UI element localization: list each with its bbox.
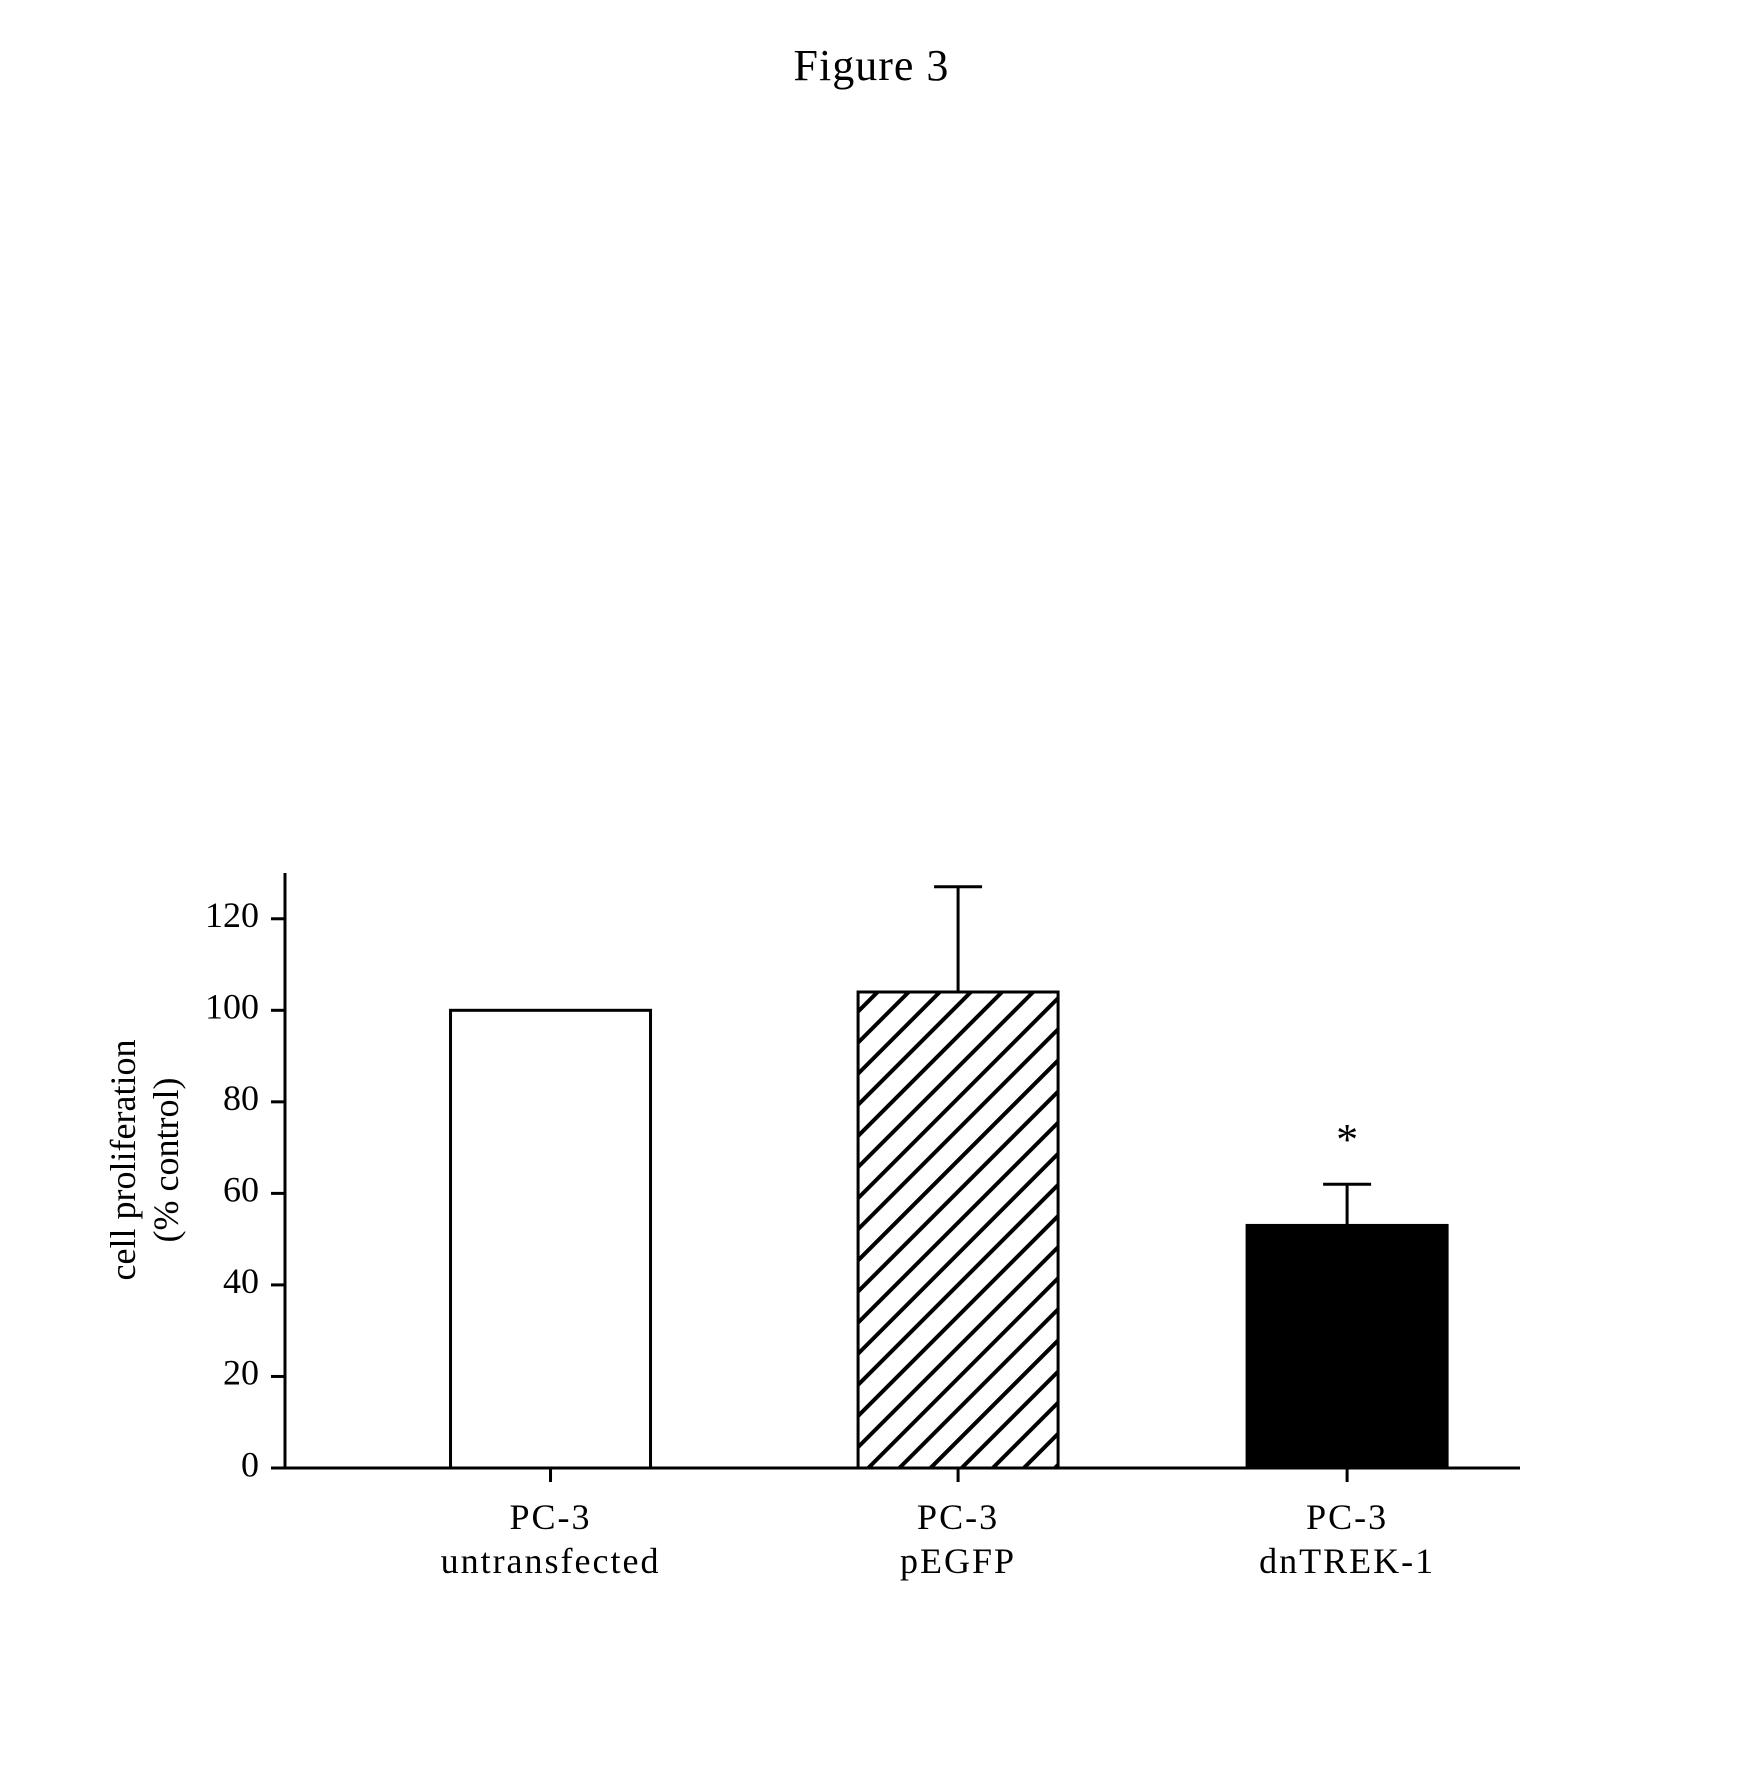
bar-chart: 020406080100120PC-3untransfectedPC-3pEGF… bbox=[0, 0, 1743, 1788]
page: Figure 3 cell proliferation (% control) … bbox=[0, 0, 1743, 1788]
x-tick-label-line1: PC-3 bbox=[917, 1497, 999, 1537]
bar bbox=[1247, 1225, 1447, 1468]
y-tick-label: 80 bbox=[223, 1078, 259, 1118]
y-tick-label: 0 bbox=[241, 1444, 259, 1484]
y-tick-label: 20 bbox=[223, 1353, 259, 1393]
y-tick-label: 120 bbox=[205, 895, 259, 935]
x-tick-label-line2: untransfected bbox=[441, 1541, 661, 1581]
y-tick-label: 60 bbox=[223, 1170, 259, 1210]
x-tick-label-line1: PC-3 bbox=[1306, 1497, 1388, 1537]
y-tick-label: 40 bbox=[223, 1261, 259, 1301]
x-tick-label-line1: PC-3 bbox=[510, 1497, 592, 1537]
bar bbox=[451, 1010, 651, 1468]
y-tick-label: 100 bbox=[205, 987, 259, 1027]
x-tick-label-line2: pEGFP bbox=[900, 1541, 1016, 1581]
bar bbox=[858, 992, 1058, 1468]
x-tick-label-line2: dnTREK-1 bbox=[1259, 1541, 1435, 1581]
significance-marker: * bbox=[1336, 1115, 1358, 1164]
